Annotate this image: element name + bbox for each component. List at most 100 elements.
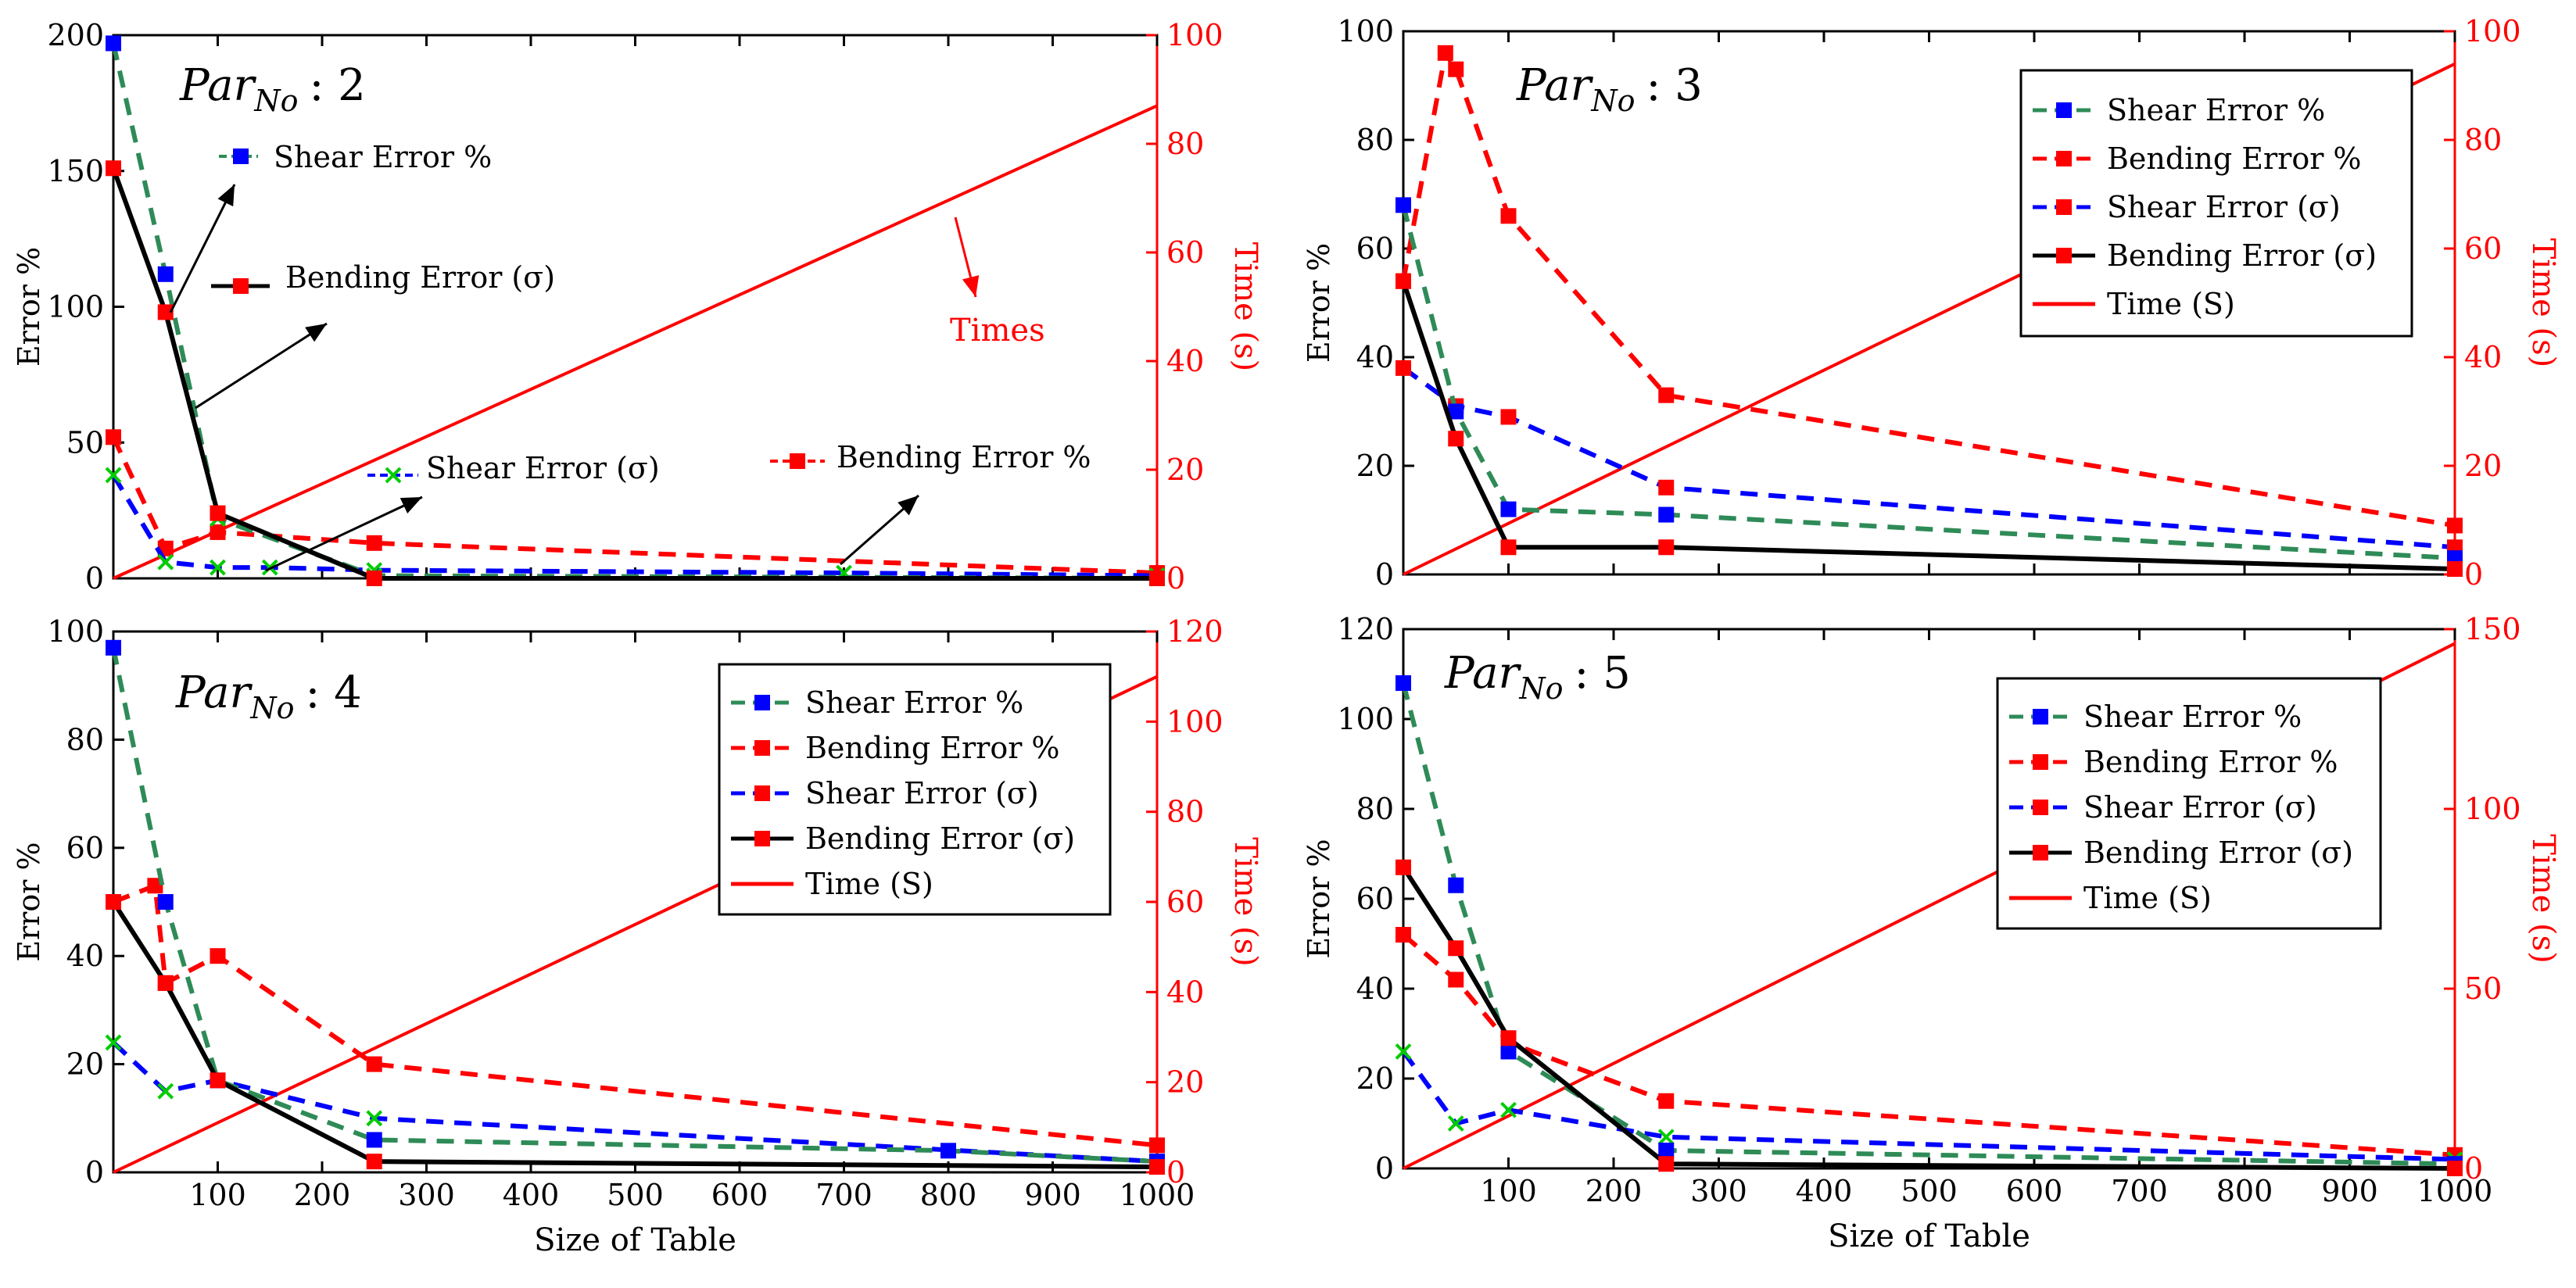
data-point-shear-error-sigma-b: [1657, 1129, 1675, 1146]
data-point-shear-error-sigma-b: [1500, 1101, 1517, 1118]
arrow-shear-pct: [169, 184, 236, 313]
y-tick-label: 20: [66, 1047, 104, 1082]
y-tick-label: 0: [85, 1155, 104, 1190]
data-point-shear-error-pct: [1500, 501, 1517, 517]
data-point-shear-error-sigma: [1657, 1129, 1675, 1146]
legend-label-time: Time (S): [2107, 287, 2235, 321]
y2-tick-label: 80: [2464, 123, 2502, 157]
series-bending-error-sigma: [1395, 859, 2463, 1176]
data-point-shear-error-pct: [106, 35, 121, 52]
data-point-shear-error-pct: [1658, 506, 1675, 523]
y2-tick-label: 40: [2464, 340, 2502, 374]
series-line-shear-error-pct: [111, 647, 1158, 1165]
x-tick-label: 900: [1024, 1178, 1081, 1212]
y2-tick-label: 150: [2464, 612, 2521, 646]
series-bending-error-pct: [106, 878, 1165, 1154]
data-point-bending-error-sigma: [1395, 859, 1411, 875]
y-axis-label: Error %: [12, 842, 46, 961]
data-point-shear-error-sigma: [366, 1110, 383, 1127]
data-point-shear-error-pct: [157, 894, 174, 910]
y-tick-label: 80: [66, 722, 104, 757]
data-point-bending-error-pct: [1149, 1137, 1165, 1154]
legend-label-bending-error-sigma: Bending Error (σ): [2083, 835, 2353, 870]
legend-box: [2019, 69, 2413, 338]
legend-label-shear-error-pct: Shear Error %: [2107, 93, 2325, 127]
panel-title-tail: : 3: [1646, 60, 1702, 111]
y2-tick-label: 20: [2464, 449, 2502, 483]
panel-title-sub: No: [1590, 84, 1635, 118]
data-point-bending-error-pct: [1658, 1093, 1675, 1109]
data-point-shear-error-pct: [940, 1143, 956, 1159]
data-point-shear-error-pct: [1500, 1043, 1517, 1060]
y-axis-label: Error %: [1302, 243, 1336, 363]
arrow-shear-pct-head: [217, 184, 235, 207]
data-point-bending-error-pct: [1437, 45, 1453, 61]
y2-tick-label: 120: [1166, 614, 1224, 649]
series-line-shear-error-sigma: [111, 474, 1158, 578]
y2-tick-label: 80: [1166, 795, 1204, 829]
data-point-bending-error-sigma: [366, 571, 382, 586]
legend-marker-shear-error-sigma: [2033, 800, 2048, 815]
y-tick-label: 100: [47, 290, 104, 324]
y2-tick-label: 0: [2464, 1151, 2483, 1186]
y2-tick-label: 40: [1166, 975, 1204, 1009]
series-line-shear-error-pct: [1401, 682, 2456, 1167]
data-point-bending-error-sigma: [1448, 431, 1464, 447]
data-point-shear-error-pct: [1658, 1143, 1675, 1158]
data-point-bending-error-pct: [1500, 208, 1517, 224]
x-tick-label: 500: [607, 1178, 664, 1212]
panel-title-sub: No: [1518, 671, 1563, 706]
legend: Shear Error % Bending Error % Shear Error …: [2019, 69, 2413, 338]
legend-label-bending-error-pct: Bending Error %: [2083, 745, 2338, 779]
series-line-bending-error-sigma: [111, 167, 1157, 581]
y2-tick-label: 100: [2464, 14, 2521, 48]
series-bending-error-sigma: [1395, 273, 2463, 578]
data-point-shear-error-pct: [1395, 197, 1411, 213]
data-point-shear-error-sigma: [1395, 360, 1411, 376]
y2-axis-label: Time (s): [2525, 834, 2561, 964]
legend-label-time: Time (S): [805, 867, 933, 901]
data-point-shear-error-sigma-b: [1395, 1043, 1412, 1060]
arrow-times: [954, 216, 980, 298]
data-point-bending-error-pct: [147, 878, 163, 894]
arrow-bending-sigma-shaft: [195, 322, 328, 410]
x-tick-label: 200: [294, 1178, 351, 1212]
arrow-shear-sigma-shaft: [265, 496, 423, 572]
y2-tick-label: 20: [1166, 453, 1204, 487]
annotation-marker-shear-sigma-b: [385, 467, 402, 484]
y-tick-label: 120: [1337, 612, 1394, 646]
y2-axis-label: Time (s): [1227, 837, 1263, 967]
arrow-bending-pct-head: [897, 496, 919, 516]
panel-title-main: Par: [179, 60, 257, 111]
y-tick-label: 200: [47, 18, 104, 52]
data-point-shear-error-sigma-b: [105, 1034, 122, 1051]
arrow-shear-sigma-head: [399, 497, 422, 514]
y-tick-label: 40: [1356, 340, 1394, 374]
panel-title-main: Par: [1444, 648, 1522, 699]
chart-panel-2: 0 20 40 60 80 100 0 20 40 60 80 100 Error % Time (s) P…: [1302, 14, 2561, 592]
arrow-shear-pct-shaft: [169, 184, 236, 313]
annotation-marker-bending-pct: [790, 453, 805, 469]
data-point-shear-error-pct: [1448, 877, 1464, 893]
legend-label-shear-error-pct: Shear Error %: [2083, 699, 2302, 734]
data-point-bending-error-sigma: [157, 304, 174, 320]
y2-tick-label: 100: [2464, 792, 2521, 826]
legend-marker-bending-error-pct: [754, 740, 770, 756]
y2-tick-label: 40: [1166, 344, 1204, 378]
annotation-bending-error-pct: Bending Error %: [837, 440, 1091, 474]
chart-panel-4: 0 20 40 60 80 100 120 0 50 100 150 100 200 300 400 500 6…: [1302, 612, 2561, 1254]
y-tick-label: 80: [1356, 123, 1394, 157]
data-point-shear-error-sigma-b: [157, 1082, 174, 1100]
data-point-shear-error-sigma-b: [105, 467, 122, 484]
data-point-shear-error-sigma: [1500, 409, 1517, 425]
y-tick-label: 100: [47, 614, 104, 649]
x-tick-label: 500: [1901, 1174, 1958, 1208]
panel-title: ParNo: 4: [175, 667, 362, 725]
data-point-shear-error-pct: [366, 1132, 382, 1148]
panel-title-sub: No: [253, 84, 298, 118]
data-point-shear-error-sigma-b: [366, 1110, 383, 1127]
x-tick-label: 1000: [1120, 1178, 1195, 1212]
annotation-shear-error-sigma: Shear Error (σ): [426, 451, 660, 485]
